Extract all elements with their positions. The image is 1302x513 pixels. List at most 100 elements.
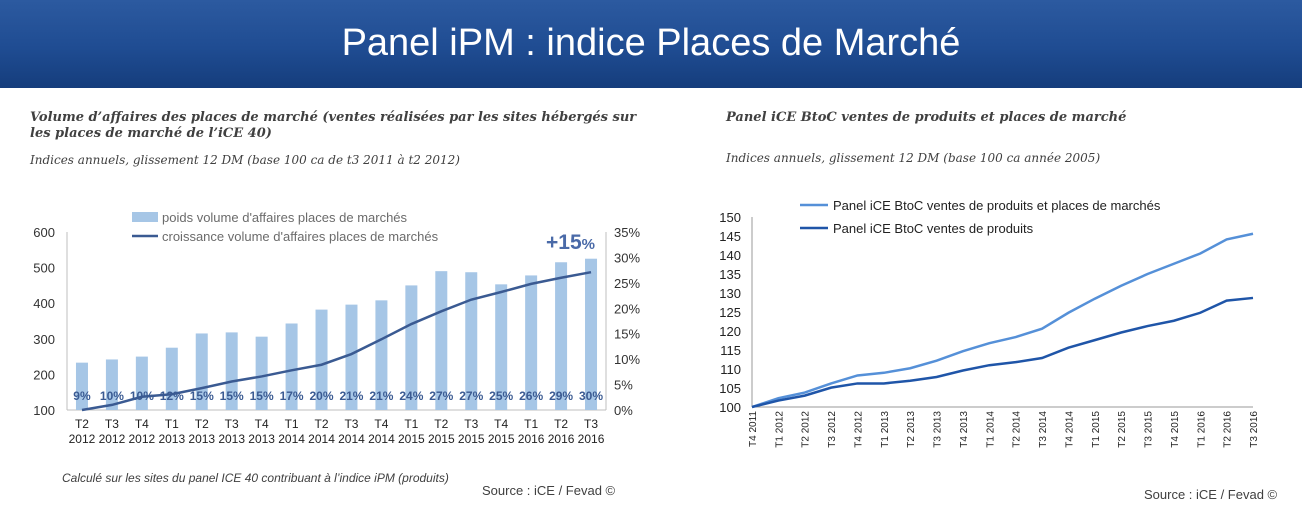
bar — [225, 332, 238, 410]
y-tick-label: 140 — [719, 248, 741, 263]
y-tick-label: 135 — [719, 267, 741, 282]
x-tick-label: T4 2015 — [1170, 411, 1181, 448]
right-chart-subtitle: Indices annuels, glissement 12 DM (base … — [726, 151, 1101, 165]
x-tick-label: 2015 — [458, 432, 485, 446]
growth-line — [81, 270, 592, 412]
x-tick-label: T1 — [404, 417, 418, 431]
x-tick-label: 2013 — [158, 432, 185, 446]
y-right-tick-label: 35% — [614, 225, 640, 240]
y-tick-label: 125 — [719, 305, 741, 320]
x-tick-label: 2012 — [129, 432, 156, 446]
x-tick-label: T3 — [344, 417, 358, 431]
x-tick-label: T1 — [524, 417, 538, 431]
x-tick-label: 2014 — [308, 432, 335, 446]
data-label: 15% — [220, 389, 244, 403]
x-tick-label: T2 — [75, 417, 89, 431]
y-tick-label: 130 — [719, 286, 741, 301]
y-right-tick-label: 15% — [614, 327, 640, 342]
x-tick-label: T2 2014 — [1012, 411, 1023, 448]
bar — [285, 323, 298, 410]
y-tick-label: 150 — [719, 210, 741, 225]
x-tick-label: T1 2016 — [1196, 411, 1207, 448]
x-tick-label: 2014 — [368, 432, 395, 446]
data-label: 29% — [549, 389, 573, 403]
legend-label: Panel iCE BtoC ventes de produits — [833, 221, 1034, 236]
x-tick-label: T3 — [225, 417, 239, 431]
x-tick-label: T4 2014 — [1064, 411, 1075, 448]
y-right-tick-label: 0% — [614, 403, 633, 418]
bar — [495, 284, 508, 410]
x-tick-label: T3 2012 — [827, 411, 838, 448]
data-label: 21% — [339, 389, 363, 403]
left-chart-title-line1: Volume d’affaires des places de marché (… — [30, 110, 637, 125]
x-tick-label: 2013 — [218, 432, 245, 446]
bar — [315, 309, 328, 410]
data-label: 27% — [459, 389, 483, 403]
bar — [435, 271, 448, 410]
x-tick-label: T1 — [165, 417, 179, 431]
y-left-tick-label: 400 — [33, 296, 55, 311]
legend-label: Panel iCE BtoC ventes de produits et pla… — [833, 198, 1161, 213]
y-right-tick-label: 25% — [614, 276, 640, 291]
page-title: Panel iPM : indice Places de Marché — [341, 22, 961, 64]
bar — [255, 336, 268, 410]
left-chart-title-line2: les places de marché de l’iCE 40) — [30, 126, 272, 141]
y-left-tick-label: 300 — [33, 332, 55, 347]
data-label: 20% — [310, 389, 334, 403]
data-label: 21% — [369, 389, 393, 403]
x-tick-label: T3 — [464, 417, 478, 431]
bar — [375, 300, 388, 410]
bar — [555, 262, 568, 410]
bar — [105, 359, 118, 410]
x-tick-label: 2013 — [248, 432, 275, 446]
x-tick-label: T4 — [374, 417, 388, 431]
x-tick-label: T1 — [285, 417, 299, 431]
y-tick-label: 110 — [720, 362, 741, 377]
x-tick-label: T3 2014 — [1038, 411, 1049, 448]
x-tick-label: T2 2016 — [1223, 411, 1234, 448]
x-tick-label: T1 2014 — [985, 411, 996, 448]
data-label: 25% — [489, 389, 513, 403]
x-tick-label: T4 2012 — [853, 411, 864, 448]
data-label: 12% — [160, 389, 184, 403]
legend-bar-swatch — [132, 212, 158, 222]
data-label: 26% — [519, 389, 543, 403]
x-tick-label: T3 2013 — [933, 411, 944, 448]
x-tick-label: T2 — [554, 417, 568, 431]
x-tick-label: T2 — [434, 417, 448, 431]
bar — [345, 304, 358, 410]
y-right-tick-label: 10% — [614, 352, 640, 367]
x-tick-label: T2 — [195, 417, 209, 431]
y-tick-label: 120 — [719, 324, 741, 339]
x-tick-label: T1 2015 — [1091, 411, 1102, 448]
y-right-tick-label: 5% — [614, 378, 633, 393]
y-right-tick-label: 30% — [614, 250, 640, 265]
series-line — [751, 296, 1254, 409]
left-chart-subtitle: Indices annuels, glissement 12 DM (base … — [30, 153, 460, 167]
data-label: 27% — [429, 389, 453, 403]
x-tick-label: 2013 — [188, 432, 215, 446]
page-header: Panel iPM : indice Places de Marché — [0, 0, 1302, 88]
x-tick-label: 2016 — [518, 432, 545, 446]
series-line — [751, 232, 1254, 409]
bar — [405, 285, 418, 410]
bar — [585, 258, 598, 410]
x-tick-label: 2015 — [488, 432, 515, 446]
x-tick-label: T4 2013 — [959, 411, 970, 448]
left-chart-source: Source : iCE / Fevad © — [482, 483, 616, 498]
data-label: 24% — [399, 389, 423, 403]
data-label: 10% — [100, 389, 124, 403]
bar — [195, 333, 208, 410]
data-label: 10% — [130, 389, 154, 403]
x-tick-label: 2016 — [548, 432, 575, 446]
y-left-tick-label: 500 — [33, 261, 55, 276]
y-left-tick-label: 600 — [33, 225, 55, 240]
x-tick-label: T4 — [494, 417, 508, 431]
x-tick-label: T2 2015 — [1117, 411, 1128, 448]
right-chart-source: Source : iCE / Fevad © — [1144, 487, 1278, 502]
x-tick-label: 2014 — [278, 432, 305, 446]
x-tick-label: T2 — [315, 417, 329, 431]
y-tick-label: 115 — [720, 343, 741, 358]
